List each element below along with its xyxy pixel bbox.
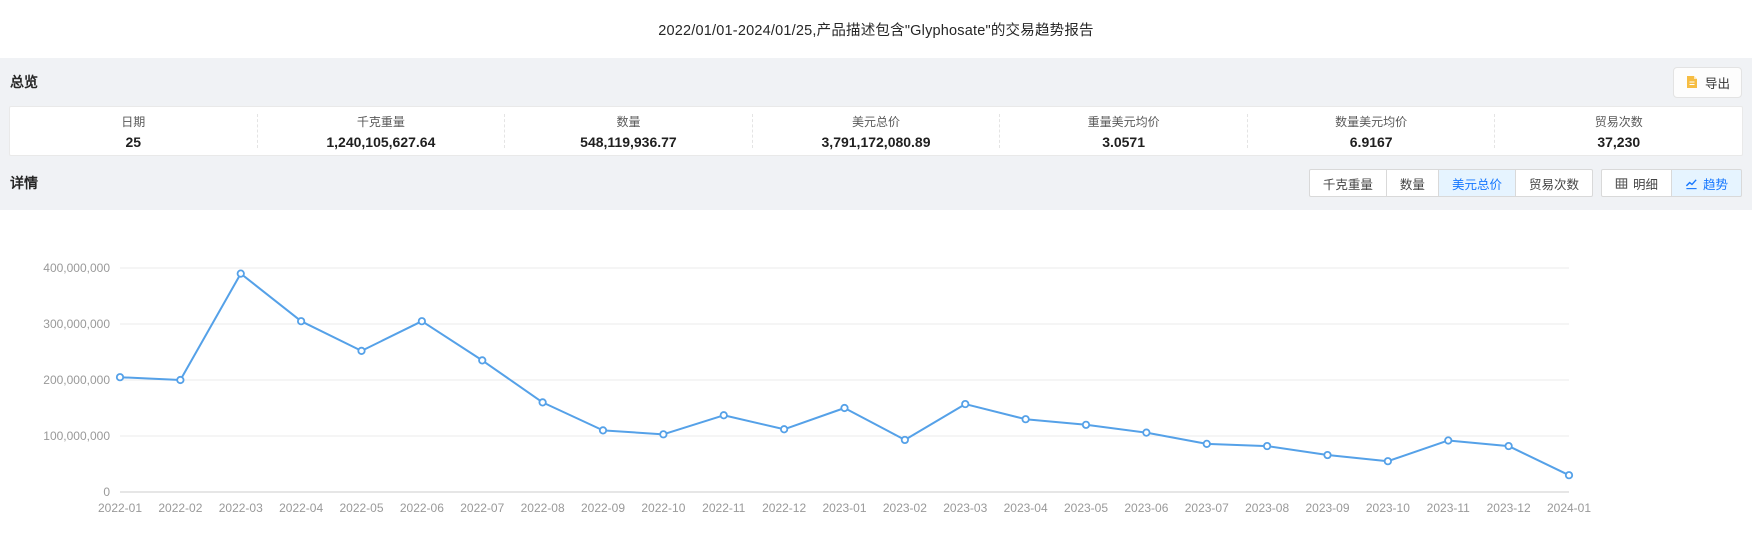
svg-text:2022-09: 2022-09 [581, 501, 625, 515]
svg-text:2024-01: 2024-01 [1547, 501, 1591, 515]
stat-kg-weight: 千克重量 1,240,105,627.64 [256, 114, 505, 150]
export-file-icon [1685, 75, 1699, 89]
view-tabs: 明细 趋势 [1600, 169, 1742, 197]
stat-value: 548,119,936.77 [580, 133, 677, 150]
export-button[interactable]: 导出 [1672, 66, 1742, 98]
svg-text:2023-02: 2023-02 [883, 501, 927, 515]
stat-usd-avg-by-weight: 重量美元均价 3.0571 [999, 114, 1247, 150]
svg-text:2023-09: 2023-09 [1305, 501, 1349, 515]
stat-label: 数量美元均价 [1335, 114, 1408, 129]
metric-tab-usd-total[interactable]: 美元总价 [1438, 169, 1516, 197]
svg-text:2023-05: 2023-05 [1064, 501, 1108, 515]
svg-text:2022-11: 2022-11 [702, 501, 745, 515]
svg-text:2022-02: 2022-02 [158, 501, 202, 515]
stat-trade-count: 贸易次数 37,230 [1494, 114, 1742, 150]
overview-stats-card: 日期 25 千克重量 1,240,105,627.64 数量 548,119,9… [9, 106, 1743, 156]
svg-text:2023-04: 2023-04 [1004, 501, 1048, 515]
svg-text:2022-03: 2022-03 [219, 501, 263, 515]
stat-usd-avg-by-quantity: 数量美元均价 6.9167 [1246, 114, 1495, 150]
page-title: 2022/01/01-2024/01/25,产品描述包含"Glyphosate"… [658, 22, 1094, 39]
svg-text:2023-11: 2023-11 [1427, 501, 1470, 515]
export-label: 导出 [1704, 76, 1730, 91]
details-section-header: 详情 千克重量 数量 美元总价 贸易次数 明细 [0, 156, 1752, 210]
svg-text:2022-04: 2022-04 [279, 501, 323, 515]
metric-tab-quantity[interactable]: 数量 [1386, 169, 1439, 197]
metric-tabs: 千克重量 数量 美元总价 贸易次数 [1308, 169, 1593, 197]
trend-icon [1685, 177, 1698, 190]
svg-text:2023-03: 2023-03 [943, 501, 987, 515]
stat-value: 25 [125, 133, 142, 150]
view-tab-detail-label: 明细 [1632, 177, 1658, 192]
svg-text:400,000,000: 400,000,000 [43, 261, 110, 275]
svg-text:2022-06: 2022-06 [400, 501, 444, 515]
stat-label: 重量美元均价 [1087, 114, 1160, 129]
svg-text:2022-07: 2022-07 [460, 501, 504, 515]
view-tab-detail[interactable]: 明细 [1600, 169, 1672, 197]
svg-text:2023-12: 2023-12 [1487, 501, 1531, 515]
stat-label: 数量 [616, 114, 641, 129]
stat-date: 日期 25 [10, 114, 257, 150]
metric-tab-trade-count[interactable]: 贸易次数 [1515, 169, 1593, 197]
stat-label: 千克重量 [356, 114, 405, 129]
stat-value: 3,791,172,080.89 [821, 133, 931, 150]
svg-text:2022-05: 2022-05 [339, 501, 383, 515]
svg-text:2023-01: 2023-01 [822, 501, 866, 515]
svg-text:0: 0 [103, 485, 110, 499]
svg-text:2022-10: 2022-10 [641, 501, 685, 515]
svg-text:2023-07: 2023-07 [1185, 501, 1229, 515]
stat-value: 37,230 [1597, 133, 1641, 150]
details-title: 详情 [10, 175, 38, 191]
stat-quantity: 数量 548,119,936.77 [504, 114, 752, 150]
stat-value: 6.9167 [1349, 133, 1393, 150]
svg-text:2022-12: 2022-12 [762, 501, 806, 515]
svg-text:200,000,000: 200,000,000 [43, 373, 110, 387]
stat-label: 美元总价 [852, 114, 901, 129]
svg-text:300,000,000: 300,000,000 [43, 317, 110, 331]
stat-label: 贸易次数 [1594, 114, 1643, 129]
stat-label: 日期 [121, 114, 146, 129]
svg-text:2022-08: 2022-08 [521, 501, 565, 515]
trend-chart-card: 0 100,000,000 200,000,000 300,000,000 400,00… [0, 210, 1752, 554]
stat-value: 3.0571 [1102, 133, 1146, 150]
overview-title: 总览 [10, 74, 38, 90]
report-title-bar: 2022/01/01-2024/01/25,产品描述包含"Glyphosate"… [0, 0, 1752, 58]
table-icon [1615, 177, 1628, 190]
trend-line-chart[interactable]: 0 100,000,000 200,000,000 300,000,000 400,00… [0, 210, 1752, 554]
details-tab-groups: 千克重量 数量 美元总价 贸易次数 明细 [1308, 169, 1742, 197]
svg-text:100,000,000: 100,000,000 [43, 429, 110, 443]
stat-value: 1,240,105,627.64 [326, 133, 436, 150]
svg-text:2022-01: 2022-01 [98, 501, 142, 515]
svg-text:2023-06: 2023-06 [1124, 501, 1168, 515]
metric-tab-kg-weight[interactable]: 千克重量 [1308, 169, 1387, 197]
overview-section-header: 总览 导出 [0, 58, 1752, 106]
svg-text:2023-10: 2023-10 [1366, 501, 1410, 515]
view-tab-trend-label: 趋势 [1702, 177, 1728, 192]
svg-text:2023-08: 2023-08 [1245, 501, 1289, 515]
view-tab-trend[interactable]: 趋势 [1671, 169, 1742, 197]
stat-usd-total: 美元总价 3,791,172,080.89 [751, 114, 1000, 150]
